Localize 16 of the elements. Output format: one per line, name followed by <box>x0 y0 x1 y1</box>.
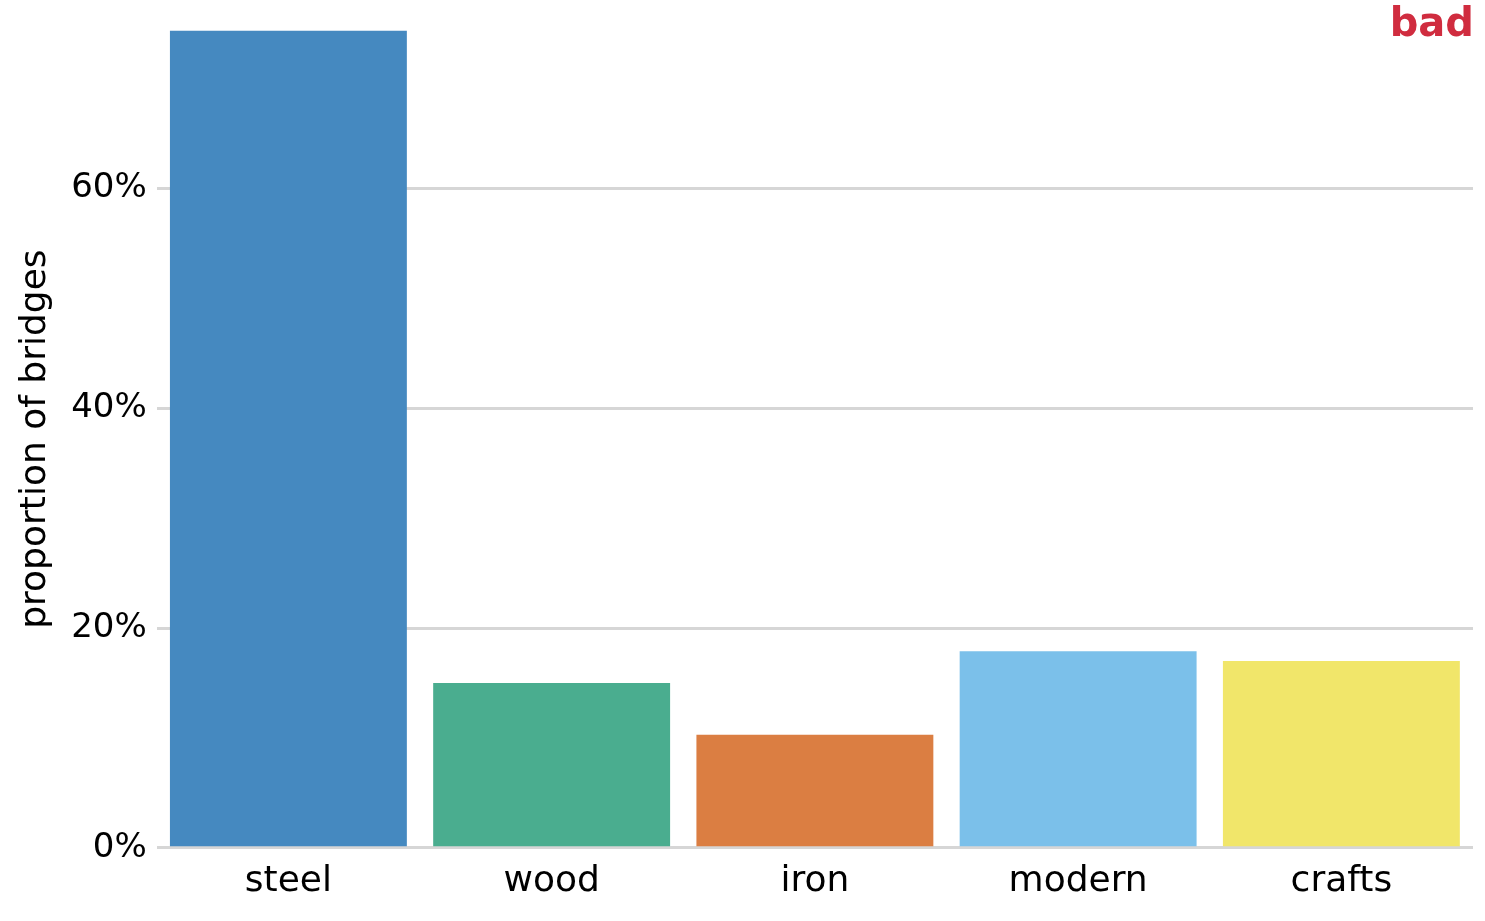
y-tick-label: 40% <box>71 385 147 426</box>
x-tick-label: steel <box>244 857 332 899</box>
bar <box>1222 661 1460 847</box>
y-tick-label: 60% <box>71 165 147 206</box>
bar <box>433 683 671 847</box>
x-tick-label: iron <box>780 857 850 899</box>
y-axis-title: proportion of bridges <box>11 249 53 629</box>
annotation: bad <box>1389 0 1474 46</box>
y-tick-label: 0% <box>92 824 147 865</box>
bar <box>696 734 934 847</box>
x-tick-label: crafts <box>1290 857 1393 899</box>
bar <box>959 651 1197 847</box>
x-tick-label: modern <box>1008 857 1148 899</box>
bar <box>169 30 407 847</box>
y-tick-label: 20% <box>71 604 147 645</box>
x-tick-label: wood <box>503 857 600 899</box>
